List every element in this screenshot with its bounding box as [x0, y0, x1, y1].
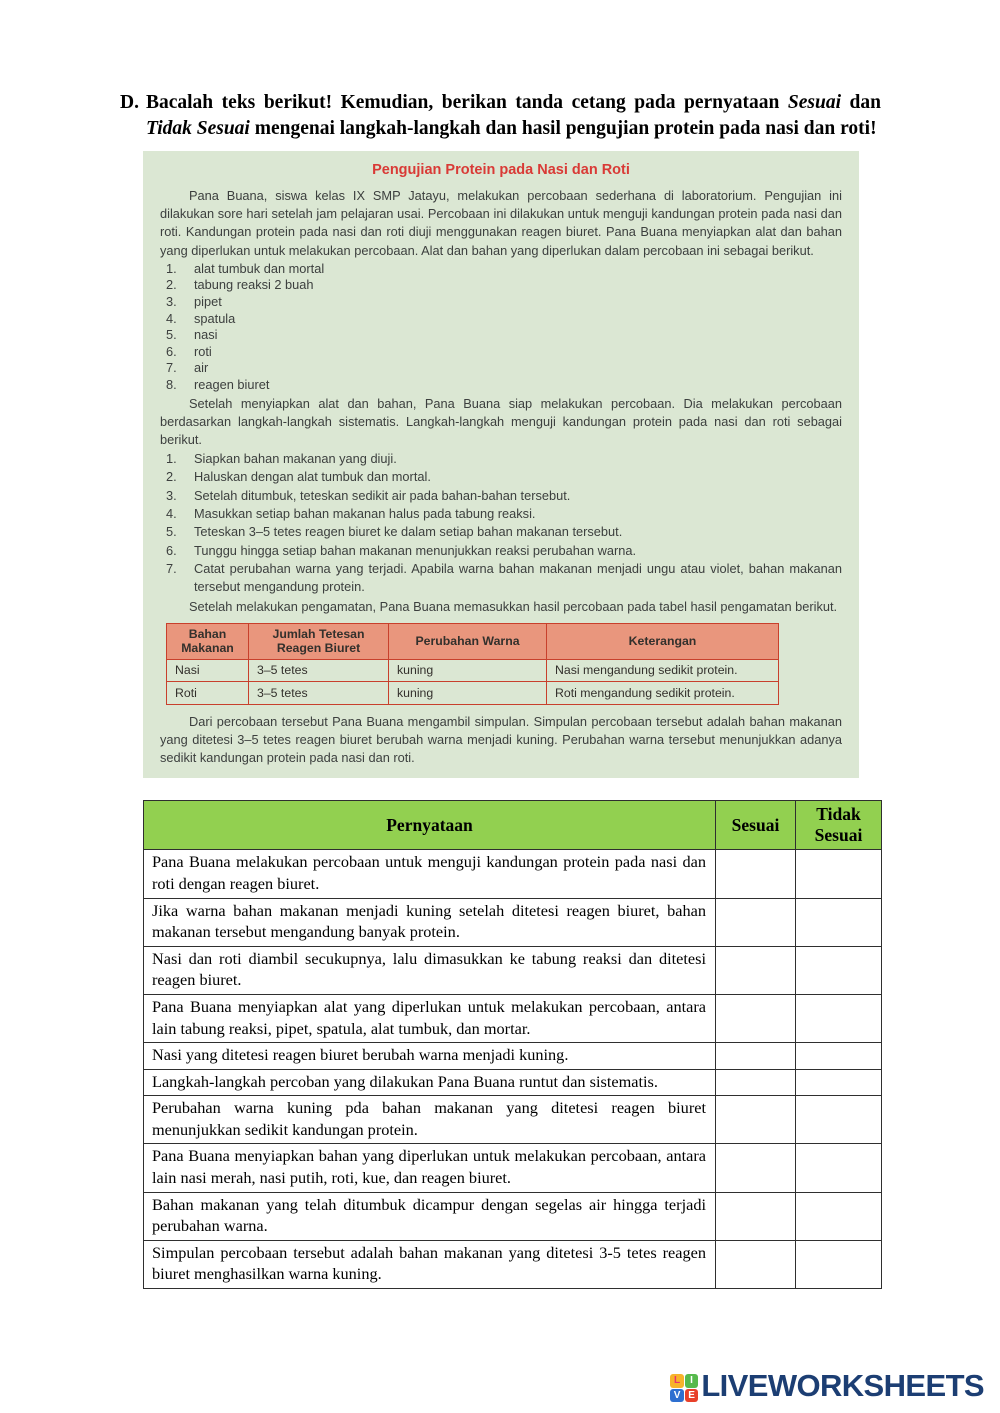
checkbox-cell-tidak-sesuai-8[interactable] — [795, 1143, 882, 1193]
tool-item: alat tumbuk dan mortal — [194, 260, 325, 276]
checkbox-cell-tidak-sesuai-6[interactable] — [795, 1068, 882, 1097]
tool-item: nasi — [194, 327, 218, 343]
tool-item: roti — [194, 343, 212, 359]
exercise-instruction: D. Bacalah teks berikut! Kemudian, berika… — [120, 90, 881, 141]
logo-tile-l: L — [670, 1374, 684, 1388]
statement-row: Pana Buana menyiapkan bahan yang diperlu… — [143, 1143, 882, 1193]
checkbox-cell-tidak-sesuai-2[interactable] — [795, 897, 882, 947]
statement-text: Perubahan warna kuning pda bahan makanan… — [143, 1095, 716, 1145]
statement-row: Pana Buana melakukan percobaan untuk men… — [143, 849, 882, 899]
result-cell: 3–5 tetes — [248, 681, 389, 705]
statement-text: Nasi yang ditetesi reagen biuret berubah… — [143, 1042, 716, 1070]
steps-list: Siapkan bahan makanan yang diuji. Halusk… — [160, 450, 842, 596]
observation-result-table: Bahan Makanan Jumlah Tetesan Reagen Biur… — [166, 622, 779, 705]
result-row-roti: Roti 3–5 tetes kuning Roti mengandung se… — [166, 681, 779, 705]
checkbox-cell-sesuai-8[interactable] — [715, 1143, 796, 1193]
result-header-jumlah-tetesan: Jumlah Tetesan Reagen Biuret — [248, 622, 389, 660]
statement-text: Langkah-langkah percoban yang dilakukan … — [143, 1068, 716, 1097]
step-item: Siapkan bahan makanan yang diuji. — [194, 451, 397, 467]
statements-header-row: Pernyataan Sesuai Tidak Sesuai — [143, 800, 882, 851]
step-item: Haluskan dengan alat tumbuk dan mortal. — [194, 469, 431, 485]
step-item: Teteskan 3–5 tetes reagen biuret ke dala… — [194, 524, 623, 540]
steps-intro-paragraph: Setelah menyiapkan alat dan bahan, Pana … — [160, 395, 842, 447]
tool-item: reagen biuret — [194, 376, 270, 392]
result-cell: Nasi mengandung sedikit protein. — [546, 658, 779, 683]
checkbox-cell-sesuai-9[interactable] — [715, 1191, 796, 1241]
statement-text: Pana Buana menyiapkan alat yang diperluk… — [143, 993, 716, 1044]
instruction-text: mengenai langkah-langkah dan hasil pengu… — [249, 117, 877, 139]
passage-intro-paragraph: Pana Buana, siswa kelas IX SMP Jatayu, m… — [160, 188, 842, 258]
result-header-row: Bahan Makanan Jumlah Tetesan Reagen Biur… — [166, 622, 779, 660]
step-item: Tunggu hingga setiap bahan makanan menun… — [194, 542, 637, 558]
statement-text: Nasi dan roti diambil secukupnya, lalu d… — [143, 945, 716, 995]
tool-item: air — [194, 360, 209, 376]
statement-text: Bahan makanan yang telah ditumbuk dicamp… — [143, 1191, 716, 1241]
result-cell: Roti — [166, 681, 249, 705]
statement-row: Simpulan percobaan tersebut adalah bahan… — [143, 1239, 882, 1290]
instruction-text: dan — [841, 92, 881, 113]
statement-text: Pana Buana melakukan percobaan untuk men… — [143, 849, 716, 899]
result-cell: kuning — [388, 658, 547, 683]
tool-item: pipet — [194, 294, 222, 309]
worksheet-page: D. Bacalah teks berikut! Kemudian, berika… — [0, 0, 1000, 1289]
checkbox-cell-tidak-sesuai-5[interactable] — [795, 1042, 882, 1070]
checkbox-cell-sesuai-3[interactable] — [715, 945, 796, 995]
statement-row: Langkah-langkah percoban yang dilakukan … — [143, 1068, 882, 1097]
instruction-italic-sesuai: Sesuai — [787, 92, 841, 113]
checkbox-cell-sesuai-7[interactable] — [715, 1095, 796, 1145]
statement-row: Nasi yang ditetesi reagen biuret berubah… — [143, 1042, 882, 1070]
step-item: Catat perubahan warna yang terjadi. Apab… — [194, 560, 842, 595]
result-cell: kuning — [388, 681, 547, 705]
step-item: Masukkan setiap bahan makanan halus pada… — [194, 506, 536, 522]
result-header-perubahan-warna: Perubahan Warna — [388, 622, 547, 660]
liveworksheets-logo: L I V E LIVEWORKSHEETS — [670, 1366, 985, 1406]
checkbox-cell-sesuai-4[interactable] — [715, 993, 796, 1044]
statement-row: Jika warna bahan makanan menjadi kuning … — [143, 897, 882, 947]
checkbox-cell-tidak-sesuai-7[interactable] — [795, 1095, 882, 1145]
tool-item: spatula — [194, 310, 236, 326]
checkbox-cell-sesuai-6[interactable] — [715, 1068, 796, 1097]
observation-intro-paragraph: Setelah melakukan pengamatan, Pana Buana… — [189, 598, 838, 614]
checkbox-cell-sesuai-5[interactable] — [715, 1042, 796, 1070]
statement-row: Bahan makanan yang telah ditumbuk dicamp… — [143, 1191, 882, 1241]
tools-list: alat tumbuk dan mortal tabung reaksi 2 b… — [160, 261, 842, 394]
checkbox-cell-sesuai-2[interactable] — [715, 897, 796, 947]
logo-tile-v: V — [670, 1388, 684, 1402]
column-header-pernyataan: Pernyataan — [143, 800, 716, 851]
exercise-letter: D. — [120, 92, 139, 113]
statement-text: Jika warna bahan makanan menjadi kuning … — [143, 897, 716, 947]
reading-passage-box: Pengujian Protein pada Nasi dan Roti Pan… — [143, 151, 859, 779]
statements-table: Pernyataan Sesuai Tidak Sesuai Pana Buan… — [143, 800, 882, 1290]
statement-text: Simpulan percobaan tersebut adalah bahan… — [143, 1239, 716, 1290]
result-header-bahan-makanan: Bahan Makanan — [166, 622, 249, 660]
liveworksheets-wordmark: LIVEWORKSHEETS — [701, 1368, 984, 1403]
statement-row: Perubahan warna kuning pda bahan makanan… — [143, 1095, 882, 1145]
statement-row: Nasi dan roti diambil secukupnya, lalu d… — [143, 945, 882, 995]
checkbox-cell-sesuai-1[interactable] — [715, 849, 796, 899]
result-header-keterangan: Keterangan — [546, 622, 779, 660]
tool-item: tabung reaksi 2 buah — [194, 277, 314, 293]
checkbox-cell-sesuai-10[interactable] — [715, 1239, 796, 1290]
result-row-nasi: Nasi 3–5 tetes kuning Nasi mengandung se… — [166, 658, 779, 683]
instruction-italic-tidak-sesuai: Tidak Sesuai — [146, 117, 250, 139]
result-cell: Roti mengandung sedikit protein. — [546, 681, 779, 705]
instruction-text: Bacalah teks berikut! Kemudian, berikan … — [145, 92, 788, 113]
result-cell: Nasi — [166, 658, 249, 683]
liveworksheets-logo-icon: L I V E — [670, 1374, 699, 1402]
checkbox-cell-tidak-sesuai-10[interactable] — [795, 1239, 882, 1290]
statement-row: Pana Buana menyiapkan alat yang diperluk… — [143, 993, 882, 1044]
column-header-sesuai: Sesuai — [715, 800, 796, 851]
logo-tile-i: I — [684, 1374, 699, 1388]
step-item: Setelah ditumbuk, teteskan sedikit air p… — [194, 487, 571, 503]
passage-title: Pengujian Protein pada Nasi dan Roti — [372, 162, 630, 178]
result-cell: 3–5 tetes — [248, 658, 389, 683]
checkbox-cell-tidak-sesuai-1[interactable] — [795, 849, 882, 899]
logo-tile-e: E — [684, 1388, 699, 1402]
checkbox-cell-tidak-sesuai-4[interactable] — [795, 993, 882, 1044]
statement-text: Pana Buana menyiapkan bahan yang diperlu… — [143, 1143, 716, 1193]
column-header-tidak-sesuai: Tidak Sesuai — [795, 800, 882, 851]
checkbox-cell-tidak-sesuai-9[interactable] — [795, 1191, 882, 1241]
checkbox-cell-tidak-sesuai-3[interactable] — [795, 945, 882, 995]
conclusion-paragraph: Dari percobaan tersebut Pana Buana menga… — [160, 713, 842, 766]
